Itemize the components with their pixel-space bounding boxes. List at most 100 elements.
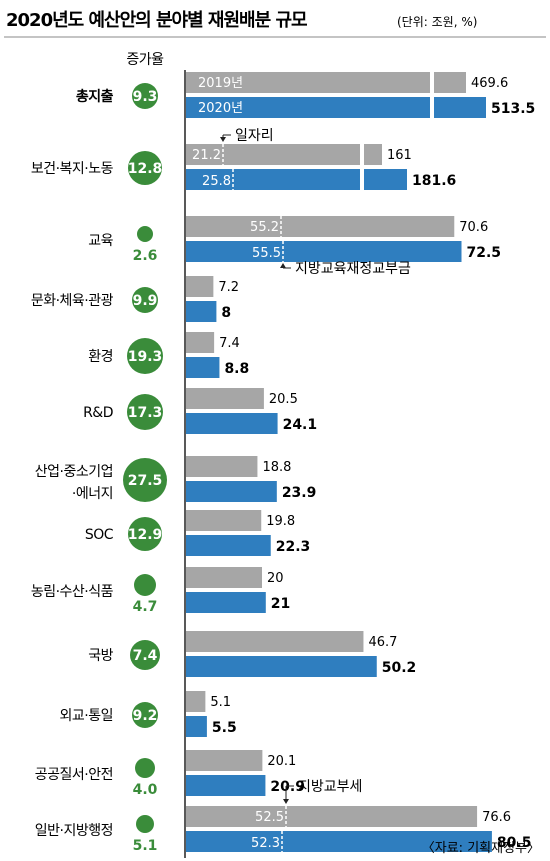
bar-2020 [186,831,492,852]
rate-circle [130,640,160,670]
value-2019: 20.5 [269,392,298,407]
rate-value: 19.3 [128,349,163,365]
rate-value: 9.3 [133,89,158,105]
value-2020: 21 [271,596,290,612]
rate-circle [128,517,162,551]
bar-2020 [186,301,217,322]
value-2019: 76.6 [482,810,511,825]
bar-2020 [186,357,220,378]
value-2020: 80.5 [497,835,532,851]
bar-2019 [186,276,214,297]
rate-circle [123,458,167,502]
category-label: 총지출 [76,88,114,105]
value-2019: 161 [387,148,412,163]
rate-value: 2.6 [133,248,158,264]
category-label: 문화·체육·관광 [31,293,114,309]
value-2020: 23.9 [282,485,317,501]
value-2020: 24.1 [283,417,318,433]
value-2020: 5.5 [212,720,237,736]
rate-value: 5.1 [133,838,158,854]
sub-value-2020: 55.5 [252,246,281,261]
bar-2019 [186,388,264,409]
rate-circle [136,815,154,833]
value-2019: 7.2 [218,280,239,295]
rate-value: 4.0 [133,782,158,798]
bar-2020 [186,241,462,262]
category-label: 일반·지방행정 [35,823,113,839]
bar-2020 [186,97,486,118]
value-2020: 50.2 [382,660,417,676]
category-label: R&D [83,405,113,421]
callout-arrow [283,799,289,804]
category-label: ·에너지 [72,486,113,502]
rate-value: 12.9 [128,527,163,543]
bar-2019 [186,806,478,827]
value-2019: 469.6 [471,76,508,91]
bar-2019 [186,510,262,531]
bar-2020 [186,656,377,677]
rate-header: 증가율 [126,52,164,68]
value-2020: 8 [221,305,231,321]
bar-2019 [186,750,263,771]
bar-2019 [186,216,455,237]
bar-2020 [186,481,277,502]
rate-circle [134,574,156,596]
value-2020: 72.5 [467,245,502,261]
bar-2019 [186,332,215,353]
sub-value-2019: 21.2 [192,148,221,163]
rate-circle [127,394,163,430]
rate-circle [127,338,163,374]
value-2019: 46.7 [368,635,397,650]
value-2019: 7.4 [219,336,240,351]
bar-2020 [186,775,266,796]
bar-2019 [186,631,364,652]
value-2020: 8.8 [224,361,249,377]
series-label-2019: 2019년 [198,76,243,91]
callout-arrow [220,137,226,142]
value-2020: 181.6 [412,173,456,189]
sub-value-2019: 52.5 [255,810,284,825]
callout-label: 지방교육재정교부금 [295,261,411,277]
value-2020: 20.9 [270,779,305,795]
category-label: 환경 [88,349,113,365]
category-label: 국방 [88,648,113,664]
axis-break-gap [360,142,364,190]
category-label: 공공질서·안전 [35,767,113,783]
category-label: 보건·복지·노동 [31,161,114,177]
bar-2019 [186,567,262,588]
callout-arrow [280,263,286,268]
rate-value: 9.9 [133,293,158,309]
rate-circle [132,287,158,313]
rate-circle [132,83,158,109]
rate-value: 12.8 [128,161,163,177]
category-label: SOC [85,527,114,543]
category-label: 교육 [88,233,113,249]
bar-2019 [186,144,382,165]
category-label: 산업·중소기업 [35,464,113,480]
source-label: 〈자료: 기획재정부〉 [422,841,540,856]
category-label: 농림·수산·식품 [31,584,114,600]
value-2020: 22.3 [276,539,311,555]
bar-2020 [186,716,207,737]
axis-break-gap [430,70,434,118]
bar-2019 [186,456,258,477]
bar-2019 [186,72,466,93]
value-2019: 20.1 [267,754,296,769]
rate-value: 17.3 [128,405,163,421]
value-2019: 20 [267,571,284,586]
bar-2020 [186,535,271,556]
callout-label: 일자리 [235,128,274,144]
rate-circle [128,151,162,185]
callout-label: 지방교부세 [298,779,362,795]
series-label-2020: 2020년 [198,101,243,116]
sub-value-2019: 55.2 [250,220,279,235]
sub-value-2020: 52.3 [251,836,280,851]
value-2019: 5.1 [210,695,231,710]
chart-title: 2020년도 예산안의 분야별 재원배분 규모 [6,10,307,31]
category-label: 외교·통일 [60,708,113,724]
bar-2020 [186,169,407,190]
rate-value: 4.7 [133,599,158,615]
value-2020: 513.5 [491,101,535,117]
rate-circle [137,226,153,242]
